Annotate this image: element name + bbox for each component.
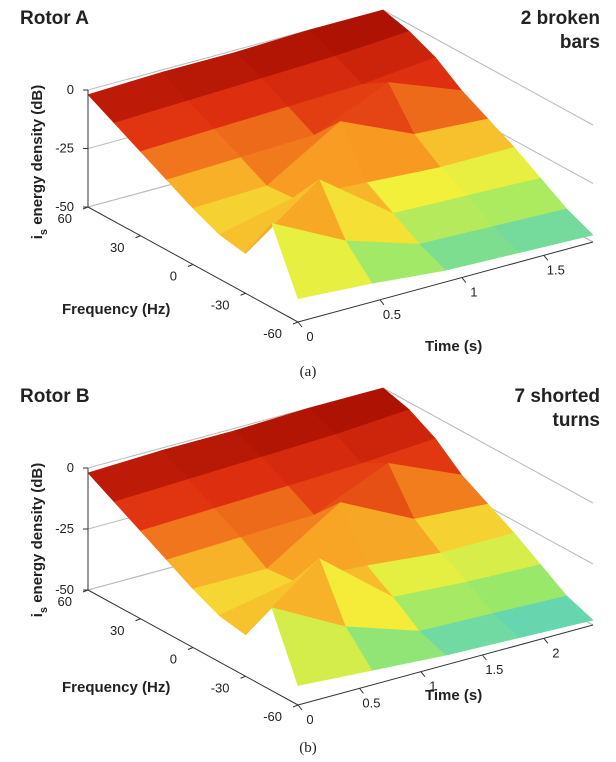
y-tick [292, 704, 299, 708]
x-tick-label: 1.5 [547, 262, 565, 277]
x-tick-label: 1 [470, 285, 477, 300]
z-axis-label: is energy density (dB) [29, 463, 50, 618]
x-axis-label: Time (s) [425, 687, 482, 704]
x-tick [297, 704, 303, 711]
y-tick [240, 292, 246, 296]
x-tick [379, 299, 385, 306]
y-tick-label: -60 [263, 326, 282, 341]
x-tick-label: 0 [306, 712, 313, 727]
grid-line [382, 387, 594, 504]
x-tick [297, 321, 303, 328]
z-tick-label: -50 [55, 199, 74, 214]
y-tick [187, 264, 194, 267]
chart-title: Rotor A [20, 8, 89, 29]
x-tick-label: 1 [429, 679, 436, 694]
y-tick-label: 60 [58, 594, 72, 609]
y-tick-label: -60 [263, 709, 282, 724]
x-tick-label: 0.5 [383, 307, 401, 322]
y-axis-label: Frequency (Hz) [62, 679, 170, 696]
annotation: bars [560, 32, 600, 53]
z-label-sub: s [38, 229, 50, 235]
y-tick-label: -30 [211, 297, 230, 312]
x-tick [543, 255, 549, 261]
y-tick-label: -30 [211, 680, 230, 695]
y-tick [240, 675, 246, 679]
y-tick [135, 618, 141, 622]
y-tick [82, 589, 89, 593]
x-tick-label: 1.5 [485, 662, 503, 677]
x-tick [359, 688, 364, 694]
x-tick-label: 0 [306, 329, 313, 344]
annotation: 7 shorted [514, 386, 600, 407]
z-axis-label: is energy density (dB) [29, 85, 50, 240]
y-tick [82, 206, 89, 210]
surface-patch [271, 607, 373, 686]
z-label-part: energy density (dB) [29, 463, 46, 607]
z-tick-label: -25 [55, 141, 74, 156]
y-tick-label: 0 [170, 269, 177, 284]
x-tick-label: 0.5 [362, 695, 380, 710]
z-tick-label: 0 [67, 460, 74, 475]
x-axis-label: Time (s) [425, 338, 482, 355]
y-tick-label: 0 [170, 652, 177, 667]
y-tick [135, 235, 141, 239]
z-tick-label: -25 [55, 521, 74, 536]
x-tick-label: 2 [552, 645, 559, 660]
z-label-part: energy density (dB) [29, 85, 46, 229]
grid-line [382, 9, 594, 126]
x-tick [481, 654, 487, 661]
y-axis-label: Frequency (Hz) [62, 301, 170, 318]
annotation: turns [553, 410, 601, 431]
caption: (a) [300, 364, 317, 380]
z-label-part: i [29, 613, 46, 617]
annotation: 2 broken [521, 8, 600, 29]
y-tick-label: 30 [110, 623, 124, 638]
x-tick [461, 277, 467, 283]
chart-title: Rotor B [20, 386, 90, 407]
y-tick-label: 30 [110, 240, 124, 255]
y-tick-label: 60 [58, 211, 72, 226]
z-tick-label: -50 [55, 582, 74, 597]
y-tick [292, 321, 299, 325]
x-tick [420, 671, 426, 677]
caption: (b) [299, 740, 317, 756]
surface-patch [271, 222, 373, 299]
z-label-part: i [29, 235, 46, 239]
x-tick [543, 638, 549, 644]
z-label-sub: s [38, 607, 50, 613]
y-tick [187, 647, 194, 650]
z-tick-label: 0 [67, 82, 74, 97]
